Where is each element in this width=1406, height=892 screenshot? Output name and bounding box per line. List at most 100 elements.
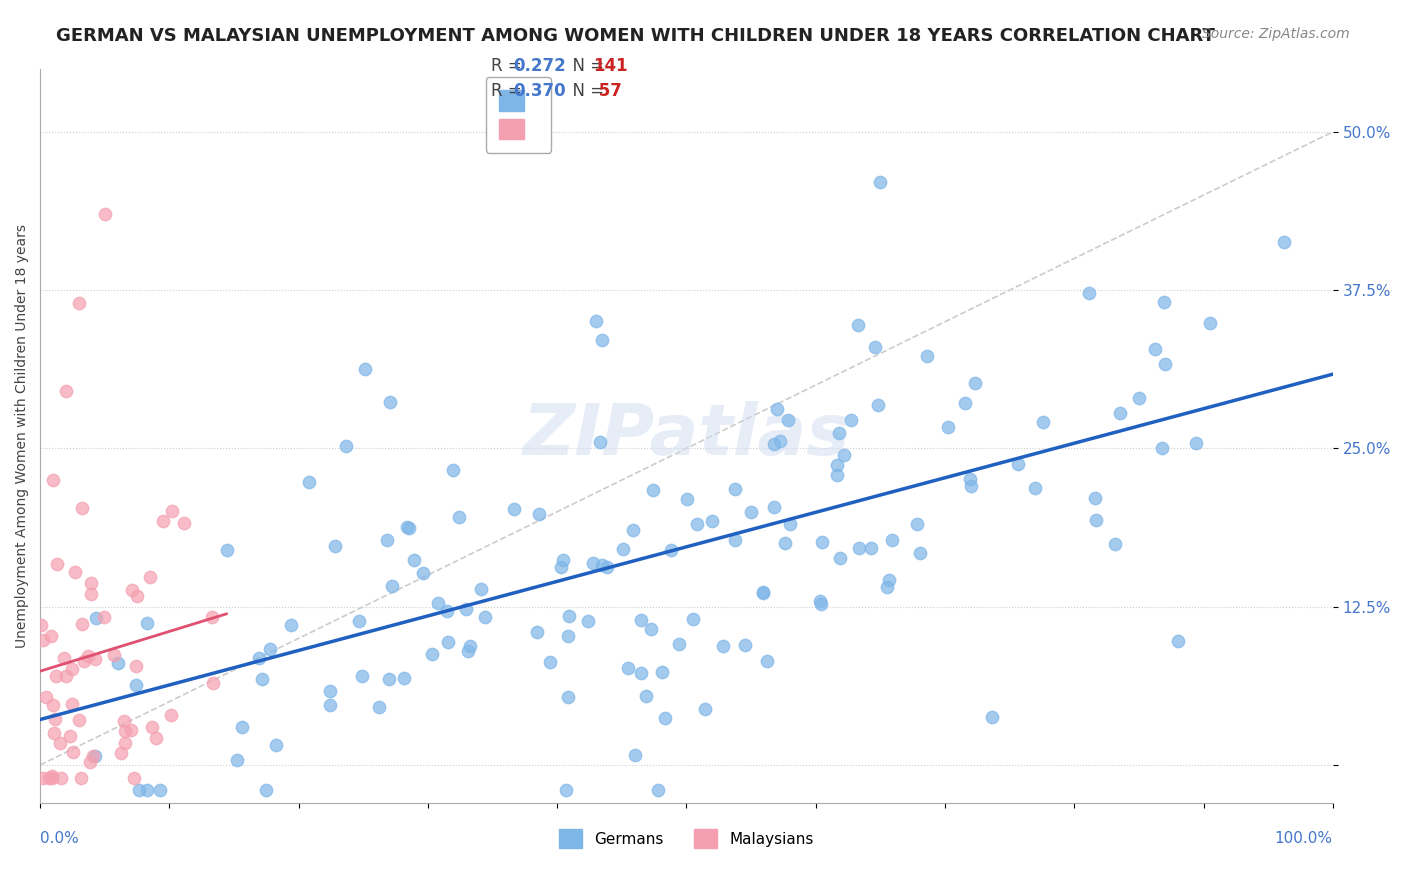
Point [55,384,77,399]
Point [441,463,464,477]
Point [1024,481,1046,495]
Point [860,541,883,556]
Point [766,401,789,416]
Point [557,690,579,705]
Point [67,713,90,727]
Point [298,475,321,489]
Point [44,726,66,740]
Point [145,731,167,746]
Point [354,362,377,376]
Point [676,492,699,507]
Point [79,755,101,769]
Point [201,610,224,624]
Point [651,665,673,680]
Point [77,648,100,663]
Point [1198,316,1220,330]
Point [1007,457,1029,471]
Point [1185,436,1208,450]
Point [700,514,723,528]
Point [82,749,104,764]
Point [762,437,785,451]
Point [769,434,792,448]
Text: 0.370: 0.370 [513,82,565,100]
Point [202,676,225,690]
Point [42,473,65,487]
Point [378,672,401,686]
Point [350,669,373,683]
Text: 0.272: 0.272 [513,57,567,75]
Point [266,738,288,752]
Point [825,458,848,472]
Point [79,586,101,600]
Point [654,710,676,724]
Point [848,541,870,555]
Point [49,736,72,750]
Point [866,399,889,413]
Point [634,690,657,704]
Point [318,698,340,712]
Point [503,501,526,516]
Point [752,586,775,600]
Point [93,610,115,624]
Point [35,690,58,705]
Point [427,596,450,610]
Point [436,604,458,618]
Point [55,669,77,683]
Point [323,539,346,553]
Point [62,745,84,759]
Point [981,710,1004,724]
Point [381,579,404,593]
Point [668,637,690,651]
Point [139,570,162,584]
Point [640,623,662,637]
Point [86,611,108,625]
Point [45,669,67,683]
Point [259,642,281,657]
Point [42,698,65,712]
Point [527,507,550,521]
Point [1143,342,1166,356]
Point [319,684,342,698]
Point [84,652,107,666]
Point [808,594,831,608]
Point [32,771,55,785]
Point [367,700,389,714]
Point [641,483,664,497]
Text: R =: R = [491,82,527,100]
Point [254,783,277,797]
Text: 57: 57 [593,82,623,100]
Point [558,609,581,624]
Point [659,543,682,558]
Point [420,647,443,661]
Point [596,559,619,574]
Point [396,519,419,533]
Point [538,655,561,669]
Point [810,535,832,549]
Point [63,565,86,579]
Point [1272,235,1295,249]
Point [959,472,981,486]
Text: 0.0%: 0.0% [41,830,79,846]
Point [114,724,136,739]
Point [910,546,932,560]
Point [73,654,96,668]
Point [141,720,163,734]
Point [959,479,981,493]
Text: 100.0%: 100.0% [1275,830,1333,846]
Point [173,516,195,531]
Text: GERMAN VS MALAYSIAN UNEMPLOYMENT AMONG WOMEN WITH CHILDREN UNDER 18 YEARS CORREL: GERMAN VS MALAYSIAN UNEMPLOYMENT AMONG W… [56,27,1215,45]
Point [1084,491,1107,505]
Point [41,769,63,783]
Point [247,650,270,665]
Point [38,771,60,785]
Point [52,651,75,665]
Point [217,543,239,558]
Point [1153,295,1175,310]
Point [125,658,148,673]
Point [953,396,976,410]
Point [252,673,274,687]
Point [734,638,756,652]
Point [938,420,960,434]
Point [349,614,371,628]
Point [122,771,145,785]
